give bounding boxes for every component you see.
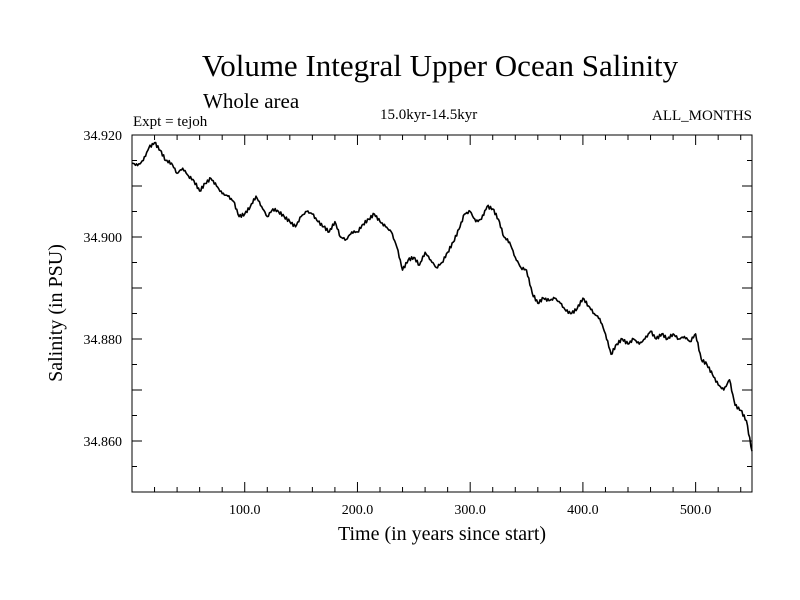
salinity-series-line bbox=[131, 141, 753, 452]
x-tick-label: 300.0 bbox=[454, 503, 486, 518]
x-axis-label: Time (in years since start) bbox=[338, 523, 546, 545]
y-tick-label: 34.900 bbox=[84, 231, 123, 246]
y-tick-label: 34.920 bbox=[84, 129, 123, 144]
chart-subtitle: Whole area bbox=[203, 89, 300, 113]
y-tick-label: 34.880 bbox=[84, 333, 123, 348]
axis-tick-labels: 100.0 200.0 300.0 400.0 500.0 34.860 34.880 34.… bbox=[84, 129, 712, 518]
axis-ticks bbox=[132, 135, 752, 492]
period-label: 15.0kyr-14.5kyr bbox=[380, 107, 478, 123]
x-tick-label: 500.0 bbox=[680, 503, 712, 518]
y-axis-label: Salinity (in PSU) bbox=[45, 244, 67, 382]
months-label: ALL_MONTHS bbox=[652, 108, 752, 124]
experiment-label: Expt = tejoh bbox=[133, 114, 208, 130]
x-tick-label: 200.0 bbox=[342, 503, 374, 518]
x-tick-label: 400.0 bbox=[567, 503, 599, 518]
plot-frame bbox=[131, 134, 753, 493]
y-tick-label: 34.860 bbox=[84, 435, 123, 450]
chart-title: Volume Integral Upper Ocean Salinity bbox=[201, 48, 679, 83]
x-tick-label: 100.0 bbox=[229, 503, 261, 518]
